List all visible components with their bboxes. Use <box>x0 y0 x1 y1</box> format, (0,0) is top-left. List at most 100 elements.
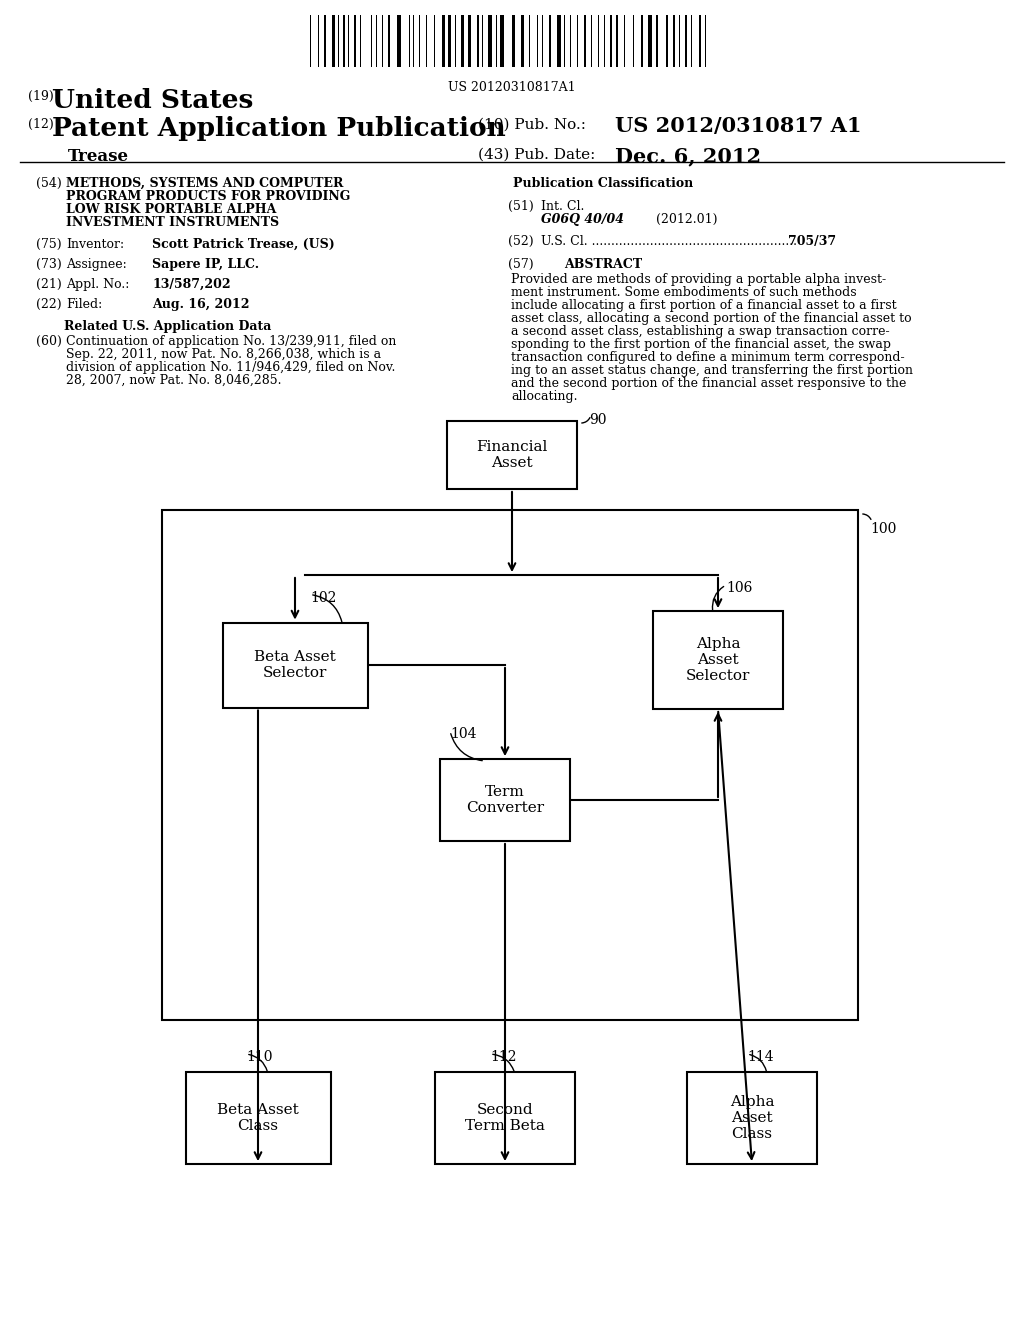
Bar <box>435 1072 575 1164</box>
Text: (10) Pub. No.:: (10) Pub. No.: <box>478 117 586 132</box>
Bar <box>549 15 551 67</box>
Bar <box>468 15 471 67</box>
Text: division of application No. 11/946,429, filed on Nov.: division of application No. 11/946,429, … <box>66 360 395 374</box>
Bar <box>185 1072 331 1164</box>
Bar <box>442 15 445 67</box>
Bar <box>397 15 401 67</box>
Text: Sep. 22, 2011, now Pat. No. 8,266,038, which is a: Sep. 22, 2011, now Pat. No. 8,266,038, w… <box>66 348 381 360</box>
Text: (43) Pub. Date:: (43) Pub. Date: <box>478 148 595 162</box>
Text: INVESTMENT INSTRUMENTS: INVESTMENT INSTRUMENTS <box>66 216 280 228</box>
Bar <box>477 15 479 67</box>
Text: Dec. 6, 2012: Dec. 6, 2012 <box>615 147 761 166</box>
Text: a second asset class, establishing a swap transaction corre-: a second asset class, establishing a swa… <box>511 325 890 338</box>
Bar <box>653 611 783 709</box>
Text: Sapere IP, LLC.: Sapere IP, LLC. <box>152 257 259 271</box>
Bar <box>354 15 356 67</box>
Text: Assignee:: Assignee: <box>66 257 127 271</box>
Text: Related U.S. Application Data: Related U.S. Application Data <box>65 319 271 333</box>
Text: 106: 106 <box>726 581 753 595</box>
Text: Trease: Trease <box>68 148 129 165</box>
Text: Int. Cl.: Int. Cl. <box>541 201 585 213</box>
Text: allocating.: allocating. <box>511 389 578 403</box>
Bar <box>656 15 658 67</box>
Bar <box>440 759 570 841</box>
Bar <box>162 510 858 1020</box>
Text: (73): (73) <box>36 257 61 271</box>
Text: 705/37: 705/37 <box>788 235 837 248</box>
Text: 13/587,202: 13/587,202 <box>152 279 230 290</box>
Text: include allocating a first portion of a financial asset to a first: include allocating a first portion of a … <box>511 300 897 312</box>
Text: PROGRAM PRODUCTS FOR PROVIDING: PROGRAM PRODUCTS FOR PROVIDING <box>66 190 350 203</box>
Text: 114: 114 <box>746 1049 773 1064</box>
Bar <box>687 1072 817 1164</box>
Text: Patent Application Publication: Patent Application Publication <box>52 116 506 141</box>
Text: 90: 90 <box>589 413 606 426</box>
Bar <box>616 15 618 67</box>
Text: transaction configured to define a minimum term correspond-: transaction configured to define a minim… <box>511 351 904 364</box>
Bar <box>388 15 390 67</box>
Text: Filed:: Filed: <box>66 298 102 312</box>
Text: (57): (57) <box>508 257 534 271</box>
Text: ing to an asset status change, and transferring the first portion: ing to an asset status change, and trans… <box>511 364 913 378</box>
Text: US 20120310817A1: US 20120310817A1 <box>449 81 575 94</box>
Bar <box>222 623 368 708</box>
Text: sponding to the first portion of the financial asset, the swap: sponding to the first portion of the fin… <box>511 338 891 351</box>
Text: 28, 2007, now Pat. No. 8,046,285.: 28, 2007, now Pat. No. 8,046,285. <box>66 374 282 387</box>
Text: (12): (12) <box>28 117 53 131</box>
Text: (54): (54) <box>36 177 61 190</box>
Text: Beta Asset
Selector: Beta Asset Selector <box>254 649 336 680</box>
Bar <box>610 15 612 67</box>
Bar <box>512 15 515 67</box>
Bar <box>685 15 687 67</box>
Text: ABSTRACT: ABSTRACT <box>564 257 642 271</box>
Text: 100: 100 <box>870 521 896 536</box>
Bar <box>500 15 504 67</box>
Bar <box>641 15 643 67</box>
Text: Scott Patrick Trease, (US): Scott Patrick Trease, (US) <box>152 238 335 251</box>
Text: (19): (19) <box>28 90 53 103</box>
Text: 104: 104 <box>450 727 476 741</box>
Text: Aug. 16, 2012: Aug. 16, 2012 <box>152 298 250 312</box>
Text: 112: 112 <box>490 1049 516 1064</box>
Text: Alpha
Asset
Class: Alpha Asset Class <box>730 1094 774 1142</box>
Text: (75): (75) <box>36 238 61 251</box>
Bar <box>449 15 451 67</box>
Text: asset class, allocating a second portion of the financial asset to: asset class, allocating a second portion… <box>511 312 911 325</box>
Text: United States: United States <box>52 88 253 114</box>
Text: 110: 110 <box>246 1049 272 1064</box>
Bar <box>648 15 652 67</box>
Text: 102: 102 <box>310 590 336 605</box>
Bar <box>332 15 335 67</box>
Text: Inventor:: Inventor: <box>66 238 124 251</box>
Text: ment instrument. Some embodiments of such methods: ment instrument. Some embodiments of suc… <box>511 286 857 300</box>
Text: G06Q 40/04: G06Q 40/04 <box>541 213 624 226</box>
Text: (22): (22) <box>36 298 61 312</box>
Text: (60): (60) <box>36 335 61 348</box>
Text: Continuation of application No. 13/239,911, filed on: Continuation of application No. 13/239,9… <box>66 335 396 348</box>
Text: Financial
Asset: Financial Asset <box>476 440 548 470</box>
Bar <box>447 421 577 488</box>
Text: LOW RISK PORTABLE ALPHA: LOW RISK PORTABLE ALPHA <box>66 203 276 216</box>
Text: Second
Term Beta: Second Term Beta <box>465 1104 545 1133</box>
Bar <box>699 15 701 67</box>
Bar <box>324 15 326 67</box>
Text: Provided are methods of providing a portable alpha invest-: Provided are methods of providing a port… <box>511 273 886 286</box>
Bar <box>488 15 492 67</box>
Text: (2012.01): (2012.01) <box>656 213 718 226</box>
Text: Appl. No.:: Appl. No.: <box>66 279 129 290</box>
Text: Publication Classification: Publication Classification <box>513 177 693 190</box>
Bar <box>557 15 561 67</box>
Text: METHODS, SYSTEMS AND COMPUTER: METHODS, SYSTEMS AND COMPUTER <box>66 177 343 190</box>
Text: U.S. Cl. .....................................................: U.S. Cl. ...............................… <box>541 235 797 248</box>
Bar <box>666 15 668 67</box>
Bar <box>673 15 675 67</box>
Text: (51): (51) <box>508 201 534 213</box>
Text: Beta Asset
Class: Beta Asset Class <box>217 1104 299 1133</box>
Text: (52): (52) <box>508 235 534 248</box>
Bar <box>521 15 524 67</box>
Text: Alpha
Asset
Selector: Alpha Asset Selector <box>686 636 751 684</box>
Text: Term
Converter: Term Converter <box>466 785 544 814</box>
Bar <box>343 15 345 67</box>
Text: (21): (21) <box>36 279 61 290</box>
Text: and the second portion of the financial asset responsive to the: and the second portion of the financial … <box>511 378 906 389</box>
